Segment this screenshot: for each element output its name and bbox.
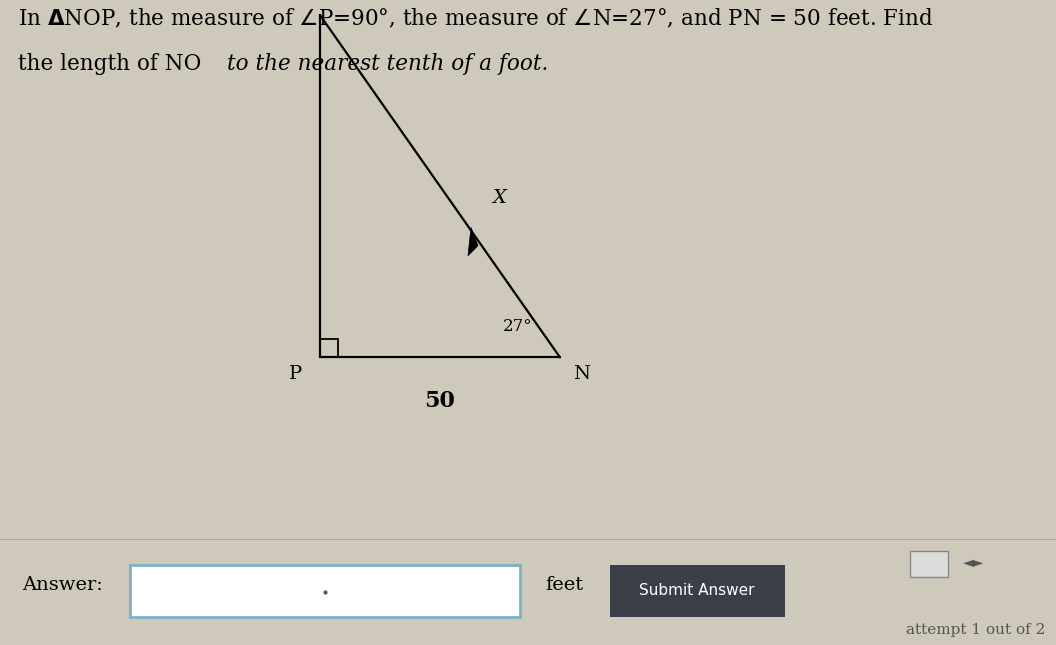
- Text: N: N: [573, 366, 590, 383]
- Text: Answer:: Answer:: [22, 576, 102, 594]
- Text: In $\mathbf{\Delta}$NOP, the measure of $\angle$P=90°, the measure of $\angle$N=: In $\mathbf{\Delta}$NOP, the measure of …: [18, 7, 934, 30]
- Bar: [610, 564, 785, 617]
- Text: to the nearest tenth of a foot.: to the nearest tenth of a foot.: [227, 54, 548, 75]
- Text: 50: 50: [425, 390, 455, 412]
- Text: ◄►: ◄►: [963, 555, 984, 569]
- Text: the length of NO: the length of NO: [18, 54, 208, 75]
- Text: attempt 1 out of 2: attempt 1 out of 2: [906, 623, 1045, 637]
- Polygon shape: [468, 228, 478, 255]
- Text: P: P: [288, 366, 302, 383]
- Text: feet: feet: [545, 576, 583, 594]
- Bar: [130, 564, 520, 617]
- Text: X: X: [492, 190, 506, 207]
- Bar: [910, 551, 948, 577]
- Text: 27°: 27°: [504, 318, 533, 335]
- Text: Submit Answer: Submit Answer: [639, 583, 755, 599]
- Text: O: O: [312, 0, 328, 3]
